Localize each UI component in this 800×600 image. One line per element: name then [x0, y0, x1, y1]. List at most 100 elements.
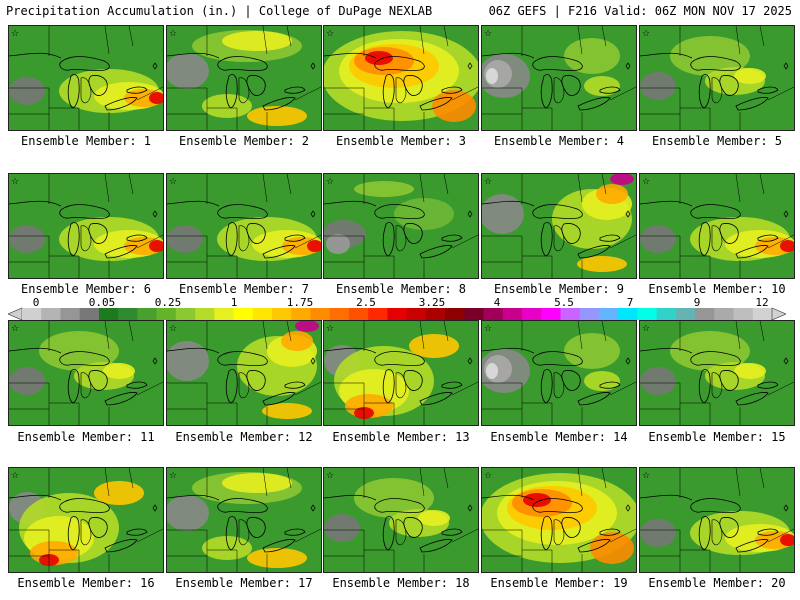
us-canada-border	[640, 200, 693, 207]
diamond-marker-icon	[625, 62, 631, 70]
precip-contour-blob	[354, 478, 434, 518]
star-marker-icon: ☆	[484, 29, 492, 39]
precip-map: ☆	[167, 321, 321, 425]
precip-contour-blob	[577, 256, 627, 272]
colorbar-swatch	[541, 308, 561, 320]
lower-peninsula-outline	[553, 77, 565, 104]
us-canada-border	[167, 347, 220, 354]
lake-michigan-outline	[67, 222, 80, 257]
us-canada-border	[640, 347, 693, 354]
colorbar-swatch	[310, 308, 331, 320]
precip-contour-blob	[523, 493, 551, 507]
diamond-marker-icon	[310, 357, 316, 365]
precip-contour-blob	[584, 76, 620, 96]
colorbar-swatch	[502, 308, 523, 320]
star-marker-icon: ☆	[169, 177, 177, 187]
us-canada-border	[9, 200, 62, 207]
ensemble-member-label: Ensemble Member: 20	[648, 576, 786, 590]
ensemble-member-label: Ensemble Member: 19	[490, 576, 628, 590]
precip-contour-blob	[324, 514, 360, 542]
precip-contour-blob	[222, 31, 292, 51]
ensemble-map-panel: ☆	[166, 25, 322, 131]
precip-contour-blob	[640, 225, 676, 253]
lower-peninsula-outline	[553, 372, 565, 399]
ensemble-map-panel: ☆	[166, 320, 322, 426]
state-borders	[482, 26, 636, 130]
precip-contour-blob	[326, 234, 350, 254]
diamond-marker-icon	[783, 504, 789, 512]
lake-ontario-outline	[284, 381, 306, 389]
precip-map: ☆	[482, 174, 636, 278]
ensemble-member-label: Ensemble Member: 1	[20, 134, 152, 148]
state-borders	[167, 321, 321, 425]
state-borders	[640, 321, 794, 425]
lake-erie-outline	[104, 97, 138, 111]
ensemble-member-label: Ensemble Member: 16	[17, 576, 155, 590]
ensemble-member-label: Ensemble Member: 13	[332, 430, 470, 444]
ensemble-member-label: Ensemble Member: 15	[648, 430, 786, 444]
us-canada-border	[324, 200, 377, 207]
colorbar-swatch	[118, 308, 138, 320]
precip-contour-blob	[564, 333, 620, 369]
precip-contour-blob	[167, 225, 203, 253]
precip-map: ☆	[324, 26, 478, 130]
lower-peninsula-outline	[80, 372, 92, 399]
lower-peninsula-outline	[238, 77, 250, 104]
state-borders	[9, 321, 163, 425]
lake-erie-outline	[262, 97, 296, 111]
colorbar-swatch	[214, 308, 235, 320]
star-marker-icon: ☆	[169, 29, 177, 39]
precip-map: ☆	[9, 174, 163, 278]
diamond-marker-icon	[152, 357, 158, 365]
colorbar-swatch	[656, 308, 677, 320]
ensemble-map-panel: ☆	[639, 25, 795, 131]
state-borders	[9, 26, 163, 130]
state-borders	[324, 468, 478, 572]
colorbar-swatch	[714, 308, 735, 320]
diamond-marker-icon	[783, 210, 789, 218]
state-borders	[167, 26, 321, 130]
lake-ontario-outline	[441, 381, 463, 389]
lake-michigan-outline	[698, 74, 711, 109]
ensemble-member-label: Ensemble Member: 6	[20, 282, 152, 296]
colorbar-swatch	[618, 308, 638, 320]
lower-peninsula-outline	[711, 77, 723, 104]
lower-peninsula-outline	[80, 77, 92, 104]
precip-contour-blob	[734, 363, 766, 379]
precip-contour-blob	[149, 92, 163, 104]
lake-superior-outline	[690, 498, 741, 513]
lake-superior-outline	[532, 498, 583, 513]
colorbar-swatch	[695, 308, 715, 320]
colorbar-swatch	[79, 308, 100, 320]
colorbar-swatch	[733, 308, 754, 320]
diamond-marker-icon	[783, 357, 789, 365]
lower-peninsula-outline	[711, 372, 723, 399]
colorbar-tick-label: 1.75	[286, 296, 314, 309]
star-marker-icon: ☆	[169, 471, 177, 481]
precip-contour-blob	[486, 68, 498, 84]
ensemble-member-label: Ensemble Member: 12	[175, 430, 313, 444]
precip-map: ☆	[482, 468, 636, 572]
lower-peninsula-outline	[238, 372, 250, 399]
colorbar-tick-label: 2.5	[356, 296, 376, 309]
star-marker-icon: ☆	[642, 471, 650, 481]
lake-ontario-outline	[757, 86, 779, 94]
colorbar-swatch	[195, 308, 215, 320]
lake-superior-outline	[374, 351, 425, 366]
lake-michigan-outline	[67, 369, 80, 404]
lake-superior-outline	[690, 56, 741, 71]
star-marker-icon: ☆	[326, 177, 334, 187]
colorbar-swatch	[637, 308, 658, 320]
star-marker-icon: ☆	[484, 177, 492, 187]
lake-superior-outline	[374, 56, 425, 71]
star-marker-icon: ☆	[169, 324, 177, 334]
diamond-marker-icon	[783, 62, 789, 70]
precip-contour-blob	[590, 532, 634, 564]
lake-ontario-outline	[757, 381, 779, 389]
colorbar-swatch	[60, 308, 81, 320]
lower-peninsula-outline	[553, 225, 565, 252]
colorbar-tick-label: 0.25	[154, 296, 182, 309]
lake-erie-outline	[262, 539, 296, 553]
ensemble-member-label: Ensemble Member: 11	[17, 430, 155, 444]
ensemble-map-panel: ☆	[8, 320, 164, 426]
